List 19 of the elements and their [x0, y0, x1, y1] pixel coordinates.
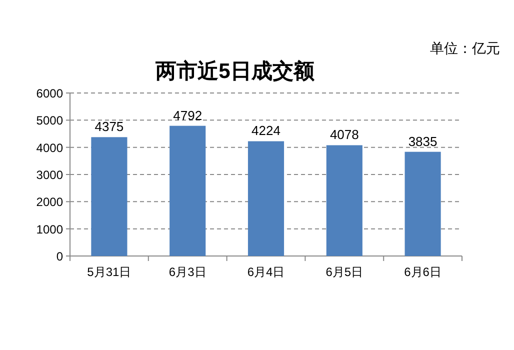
- xtick-label: 6月4日: [247, 265, 285, 279]
- data-label: 3835: [408, 134, 438, 149]
- ytick-label: 5000: [36, 114, 63, 128]
- xtick-label: 6月3日: [168, 265, 206, 279]
- xtick-label: 6月6日: [404, 265, 442, 279]
- annotation: 单位：亿元: [430, 40, 500, 56]
- xtick-label: 6月5日: [326, 265, 364, 279]
- title: 两市近5日成交额: [156, 60, 314, 83]
- ytick-label: 1000: [36, 222, 63, 236]
- ytick-label: 6000: [36, 86, 63, 100]
- xtick-label: 5月31日: [87, 265, 132, 279]
- data-label: 4375: [94, 119, 124, 134]
- data-label: 4078: [330, 127, 359, 142]
- data-label: 4224: [252, 123, 280, 138]
- ytick-label: 4000: [36, 140, 63, 155]
- ytick-label: 2000: [36, 195, 63, 210]
- data-label: 4792: [173, 108, 202, 123]
- ytick-label: 3000: [36, 168, 63, 182]
- ytick-label: 0: [56, 250, 63, 264]
